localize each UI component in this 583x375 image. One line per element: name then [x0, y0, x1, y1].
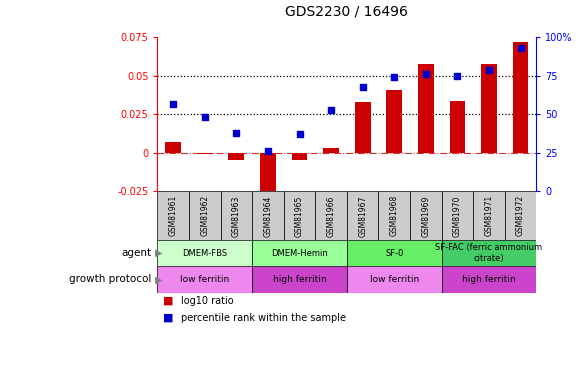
Text: GDS2230 / 16496: GDS2230 / 16496	[286, 5, 408, 19]
Bar	[157, 266, 252, 292]
Bar	[481, 64, 497, 153]
Text: growth protocol: growth protocol	[69, 274, 152, 284]
Text: SF-0: SF-0	[385, 249, 403, 258]
Point	[516, 45, 525, 51]
Bar	[157, 191, 189, 240]
Bar	[220, 191, 252, 240]
Bar	[347, 240, 442, 266]
Text: ▶: ▶	[154, 248, 162, 258]
Point	[264, 148, 273, 154]
Point	[326, 107, 336, 113]
Bar	[418, 64, 434, 153]
Bar	[378, 191, 410, 240]
Point	[168, 100, 178, 106]
Text: GSM81972: GSM81972	[516, 195, 525, 236]
Text: ▶: ▶	[154, 274, 162, 284]
Bar	[442, 191, 473, 240]
Bar	[347, 266, 442, 292]
Point	[484, 67, 494, 73]
Bar	[347, 191, 378, 240]
Text: GSM81962: GSM81962	[201, 195, 209, 236]
Text: low ferritin: low ferritin	[370, 275, 419, 284]
Text: low ferritin: low ferritin	[180, 275, 229, 284]
Bar	[512, 42, 528, 153]
Bar	[355, 102, 371, 153]
Text: GSM81964: GSM81964	[264, 195, 272, 237]
Point	[453, 73, 462, 79]
Text: ■: ■	[163, 313, 174, 323]
Bar	[442, 266, 536, 292]
Point	[295, 131, 304, 137]
Text: high ferritin: high ferritin	[273, 275, 326, 284]
Text: DMEM-Hemin: DMEM-Hemin	[271, 249, 328, 258]
Text: GSM81967: GSM81967	[358, 195, 367, 237]
Bar	[505, 191, 536, 240]
Text: GSM81970: GSM81970	[453, 195, 462, 237]
Point	[421, 71, 430, 77]
Bar	[252, 266, 347, 292]
Bar	[197, 153, 213, 154]
Text: high ferritin: high ferritin	[462, 275, 516, 284]
Point	[389, 75, 399, 81]
Text: GSM81965: GSM81965	[295, 195, 304, 237]
Text: GSM81971: GSM81971	[484, 195, 493, 236]
Bar	[260, 153, 276, 201]
Bar	[449, 100, 465, 153]
Bar	[442, 240, 536, 266]
Text: GSM81968: GSM81968	[390, 195, 399, 236]
Point	[200, 114, 209, 120]
Text: ■: ■	[163, 296, 174, 306]
Text: DMEM-FBS: DMEM-FBS	[182, 249, 227, 258]
Bar	[292, 153, 307, 160]
Text: GSM81966: GSM81966	[326, 195, 336, 237]
Point	[358, 84, 367, 90]
Text: GSM81969: GSM81969	[422, 195, 430, 237]
Bar	[189, 191, 220, 240]
Bar	[157, 240, 252, 266]
Bar	[315, 191, 347, 240]
Text: log10 ratio: log10 ratio	[181, 296, 233, 306]
Bar	[166, 142, 181, 153]
Bar	[387, 90, 402, 153]
Bar	[284, 191, 315, 240]
Bar	[323, 148, 339, 153]
Bar	[252, 240, 347, 266]
Bar	[410, 191, 442, 240]
Text: GSM81961: GSM81961	[168, 195, 178, 236]
Bar	[252, 191, 284, 240]
Text: agent: agent	[121, 248, 152, 258]
Bar	[473, 191, 505, 240]
Bar	[229, 153, 244, 160]
Text: SF-FAC (ferric ammonium
citrate): SF-FAC (ferric ammonium citrate)	[436, 243, 543, 263]
Text: percentile rank within the sample: percentile rank within the sample	[181, 313, 346, 323]
Point	[231, 130, 241, 136]
Text: GSM81963: GSM81963	[232, 195, 241, 237]
